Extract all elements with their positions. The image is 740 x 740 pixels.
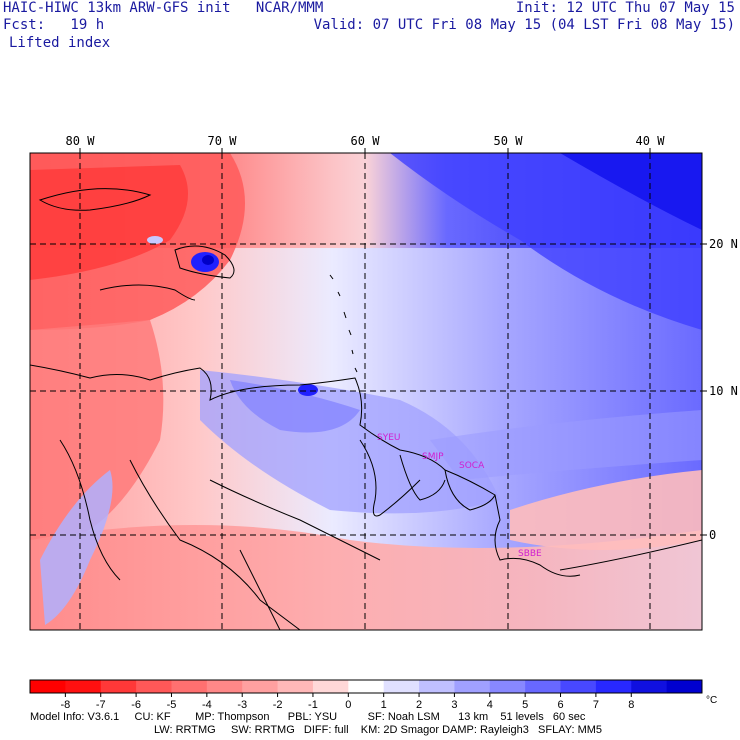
color-bar-tick-label: 2	[416, 699, 422, 711]
lon-label-80w: 80 W	[66, 134, 96, 148]
color-bar-cell	[631, 680, 668, 693]
color-bar-cell	[419, 680, 455, 693]
color-bar-tick-label: -8	[60, 699, 70, 711]
color-bar-cell	[525, 680, 562, 693]
color-bar-cell	[30, 680, 66, 693]
color-bar-tick-label: -3	[237, 699, 247, 711]
color-bar-tick-label: 8	[628, 699, 634, 711]
footer-physics-info: LW: RRTMG SW: RRTMG DIFF: full KM: 2D Sm…	[154, 724, 603, 736]
color-bar-cell	[206, 680, 243, 693]
footer-model-info: Model Info: V3.6.1 CU: KF MP: Thompson P…	[30, 711, 586, 723]
color-bar-cell	[312, 680, 349, 693]
color-bar-tick-label: 7	[593, 699, 599, 711]
color-bar-tick-label: -7	[96, 699, 106, 711]
color-bar-tick-label: 3	[451, 699, 457, 711]
color-bar-cell	[489, 680, 526, 693]
color-bar-tick-label: -4	[202, 699, 212, 711]
color-bar-tick-label: 0	[345, 699, 351, 711]
header-fcst: Fcst: 19 h	[3, 17, 105, 33]
header-field: Lifted index	[9, 35, 111, 51]
color-bar-tick-label: 4	[487, 699, 493, 711]
station-label: SOCA	[459, 461, 485, 471]
lat-label-20n: 20 N	[709, 237, 738, 251]
color-bar-tick-label: -1	[308, 699, 318, 711]
station-label: SMJP	[422, 452, 444, 462]
color-bar-tick-label: 6	[557, 699, 563, 711]
color-bar-tick-label: -6	[131, 699, 141, 711]
color-bar-cell	[242, 680, 279, 693]
color-bar-cell	[100, 680, 137, 693]
station-label: SYEU	[377, 433, 400, 443]
color-bar-cell	[171, 680, 208, 693]
lat-label-0: 0	[709, 528, 716, 542]
color-bar-frame	[29, 679, 703, 694]
color-bar: -8 -7 -6 -5 -4 -3 -2 -1 0 1 2 3 4 5 6 7 8 °C	[29, 679, 717, 711]
lat-label-10n: 10 N	[709, 384, 738, 398]
color-bar-cell	[595, 680, 632, 693]
color-bar-cell	[277, 680, 314, 693]
color-bar-cell	[560, 680, 597, 693]
color-bar-cell	[454, 680, 491, 693]
lon-label-50w: 50 W	[494, 134, 524, 148]
color-bar-cell	[666, 680, 703, 693]
color-bar-cell	[136, 680, 172, 693]
color-bar-tick-label: -2	[273, 699, 283, 711]
lon-label-40w: 40 W	[636, 134, 666, 148]
color-bar-unit: °C	[706, 695, 717, 706]
lon-label-60w: 60 W	[351, 134, 381, 148]
color-bar-cell	[65, 680, 102, 693]
header-init: Init: 12 UTC Thu 07 May 15	[515, 0, 735, 16]
color-bar-cell	[383, 680, 420, 693]
lon-label-70w: 70 W	[208, 134, 238, 148]
color-bar-tick-label: 5	[522, 699, 528, 711]
color-bar-tick-label: 1	[381, 699, 387, 711]
header-model: HAIC-HIWC 13km ARW-GFS init NCAR/MMM	[3, 0, 324, 16]
header-valid: Valid: 07 UTC Fri 08 May 15 (04 LST Fri …	[313, 17, 735, 33]
station-label: SBBE	[518, 549, 542, 559]
color-bar-tick-label: -5	[167, 699, 177, 711]
color-bar-cell	[348, 680, 385, 693]
